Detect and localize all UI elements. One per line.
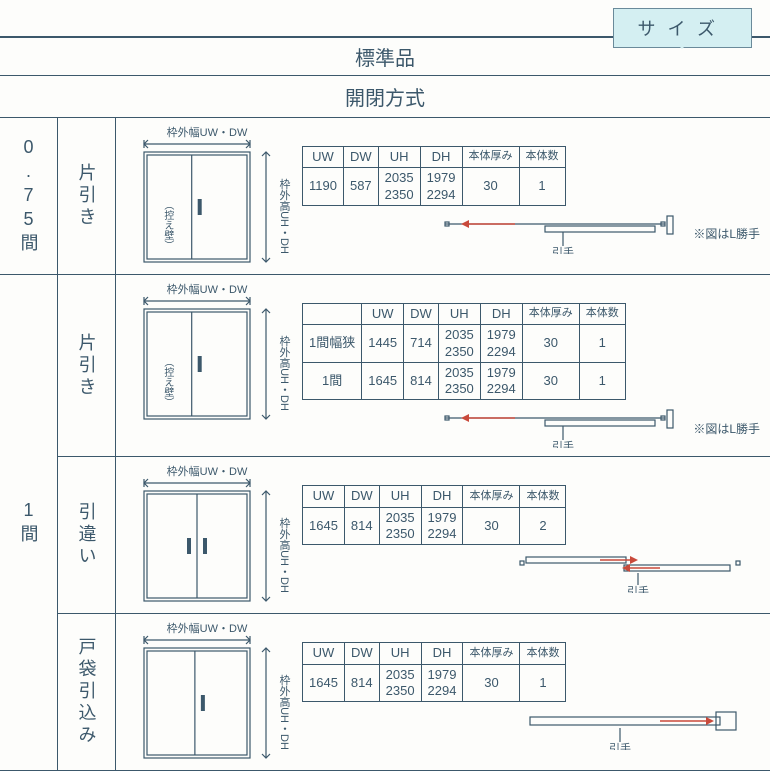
subheader-method: 開閉方式	[0, 76, 770, 118]
svg-text:枠外幅UW・DW: 枠外幅UW・DW	[167, 283, 248, 296]
type-tobukuro: 戸袋引込み	[58, 614, 116, 771]
svg-text:枠外高UH・DH: 枠外高UH・DH	[278, 516, 291, 593]
svg-text:枠外高UH・DH: 枠外高UH・DH	[278, 673, 291, 750]
content-row: 枠外幅UW・DW 枠外高UH・DH （控え壁） UWDWUHDH本体厚み本体数119…	[116, 118, 770, 275]
spec-table: UWDWUHDH本体厚み本体数1間幅狭144571420352350197922…	[302, 303, 626, 400]
svg-text:枠外幅UW・DW: 枠外幅UW・DW	[167, 126, 248, 139]
svg-text:（控え壁）: （控え壁）	[162, 357, 174, 407]
door-diagram: 枠外幅UW・DW 枠外高UH・DH	[122, 465, 292, 605]
svg-text:引手: 引手	[609, 741, 631, 750]
note-l: ※図はL勝手	[693, 420, 760, 437]
note-l: ※図はL勝手	[693, 225, 760, 242]
svg-text:引手: 引手	[627, 584, 649, 593]
spec-table: UWDWUHDH本体厚み本体数1645814203523501979229430…	[302, 642, 566, 702]
content-row: 枠外幅UW・DW 枠外高UH・DH UWDWUHDH本体厚み本体数16458142…	[116, 614, 770, 771]
span-1: 1間	[0, 275, 58, 771]
plan-diagram: 引手	[302, 710, 760, 750]
content-row: 枠外幅UW・DW 枠外高UH・DH UWDWUHDH本体厚み本体数16458142…	[116, 457, 770, 614]
door-diagram: 枠外幅UW・DW 枠外高UH・DH （控え壁）	[122, 126, 292, 266]
svg-text:（控え壁）: （控え壁）	[162, 200, 174, 250]
plan-diagram: 引手 ※図はL勝手	[302, 214, 760, 254]
type-katabiki-1: 片引き	[58, 275, 116, 457]
content-row: 枠外幅UW・DW 枠外高UH・DH （控え壁） UWDWUHDH本体厚み本体数1間幅…	[116, 275, 770, 457]
svg-text:枠外幅UW・DW: 枠外幅UW・DW	[167, 622, 248, 635]
spec-grid: 0.75間片引き 枠外幅UW・DW 枠外高UH・DH （控え壁） UWDWUHDH本…	[0, 118, 770, 771]
spec-table: UWDWUHDH本体厚み本体数1645814203523501979229430…	[302, 485, 566, 545]
type-katabiki-075: 片引き	[58, 118, 116, 275]
svg-text:枠外高UH・DH: 枠外高UH・DH	[278, 177, 291, 254]
plan-diagram: 引手 ※図はL勝手	[302, 408, 760, 448]
svg-text:引手: 引手	[552, 245, 574, 254]
plan-diagram: 引手	[302, 553, 760, 593]
size-tab: サイズ	[613, 8, 752, 48]
door-diagram: 枠外幅UW・DW 枠外高UH・DH	[122, 622, 292, 762]
svg-text:枠外幅UW・DW: 枠外幅UW・DW	[167, 465, 248, 478]
svg-text:引手: 引手	[552, 439, 574, 448]
span-075: 0.75間	[0, 118, 58, 275]
svg-text:枠外高UH・DH: 枠外高UH・DH	[278, 334, 291, 411]
spec-table: UWDWUHDH本体厚み本体数1190587203523501979229430…	[302, 146, 566, 206]
type-hikichigai: 引違い	[58, 457, 116, 614]
door-diagram: 枠外幅UW・DW 枠外高UH・DH （控え壁）	[122, 283, 292, 423]
